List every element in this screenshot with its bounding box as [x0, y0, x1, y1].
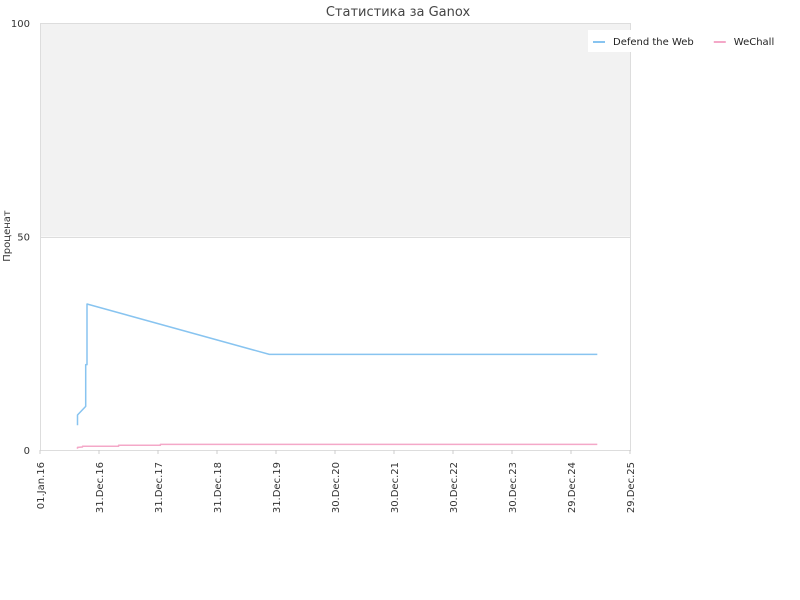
- series-line: [76, 443, 598, 449]
- series-line: [76, 303, 598, 426]
- y-axis-label: Проценат: [2, 210, 13, 262]
- x-tick-label: 30.Dec.23: [508, 462, 519, 513]
- x-tick-label: 31.Dec.16: [95, 462, 106, 513]
- legend-background: [588, 30, 783, 52]
- legend: Defend the Web WeChall: [588, 30, 783, 52]
- x-tick-label: 01.Jan.16: [36, 462, 47, 509]
- y-tick-label: 50: [17, 233, 30, 244]
- legend-entry: WeChall: [734, 37, 774, 48]
- y-axis-ticks: 0 50 100: [11, 19, 30, 457]
- x-tick-label: 31.Dec.18: [213, 462, 224, 513]
- x-tick-label: 30.Dec.21: [390, 462, 401, 513]
- x-tick-label: 29.Dec.25: [626, 462, 637, 513]
- series-lines: [76, 303, 598, 449]
- x-tick-label: 30.Dec.22: [449, 462, 460, 513]
- x-tick-label: 29.Dec.24: [567, 462, 578, 513]
- chart-title: Статистика за Ganox: [326, 5, 471, 20]
- plot-band-upper: [40, 23, 630, 237]
- y-tick-label: 100: [11, 19, 30, 30]
- x-tick-label: 30.Dec.20: [331, 462, 342, 513]
- x-axis-ticks: 01.Jan.16 31.Dec.16 31.Dec.17 31.Dec.18 31.D…: [36, 450, 637, 513]
- x-tick-label: 31.Dec.19: [272, 462, 283, 513]
- legend-entry: Defend the Web: [613, 37, 694, 48]
- y-tick-label: 0: [24, 446, 30, 457]
- x-tick-label: 31.Dec.17: [154, 462, 165, 513]
